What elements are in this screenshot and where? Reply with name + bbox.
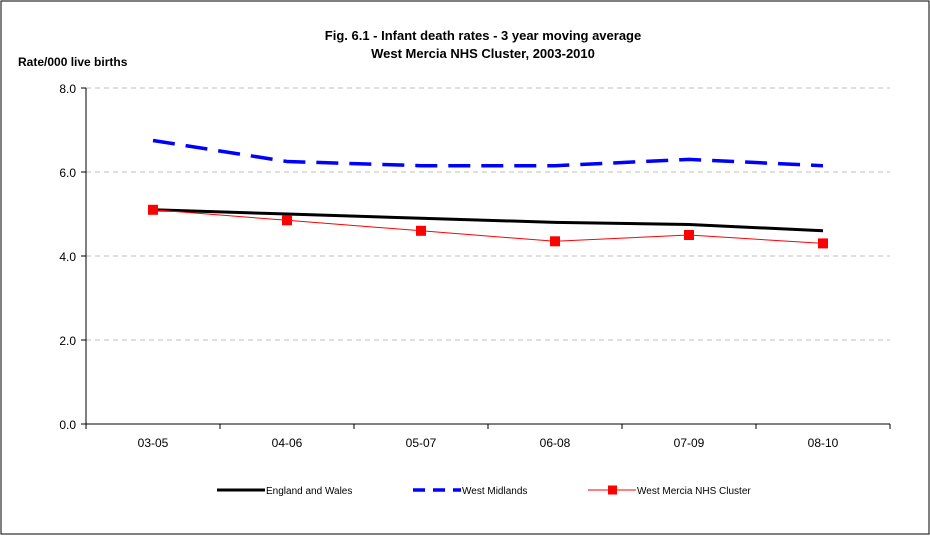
y-tick-label: 2.0 — [59, 334, 76, 348]
legend-label: West Mercia NHS Cluster — [637, 486, 751, 497]
y-tick-label: 4.0 — [59, 250, 76, 264]
data-point — [818, 238, 828, 249]
chart-subtitle: West Mercia NHS Cluster, 2003-2010 — [371, 46, 595, 61]
data-point — [684, 230, 694, 240]
x-tick-label: 04-06 — [272, 436, 303, 450]
legend-label: West Midlands — [462, 486, 527, 497]
legend-label: England and Wales — [266, 486, 352, 497]
legend-marker — [608, 485, 617, 495]
series-line — [152, 209, 824, 244]
legend-item: West Mercia NHS Cluster — [588, 485, 751, 497]
x-tick-label: 05-07 — [406, 436, 437, 450]
y-axis-label: Rate/000 live births — [18, 55, 128, 69]
series-line — [152, 138, 824, 168]
legend: England and Wales West Midlands West Merci… — [217, 485, 751, 497]
y-tick-label: 6.0 — [59, 166, 76, 180]
x-tick-label: 07-09 — [674, 436, 705, 450]
data-point — [148, 204, 158, 215]
x-tick-label: 08-10 — [808, 436, 839, 450]
data-point — [282, 215, 292, 226]
y-tick-label: 8.0 — [59, 82, 76, 96]
x-tick-label: 06-08 — [540, 436, 571, 450]
series-2 — [148, 204, 828, 249]
series — [148, 138, 828, 249]
chart-title: Fig. 6.1 - Infant death rates - 3 year m… — [325, 28, 641, 43]
data-point — [550, 236, 560, 247]
series-line — [152, 208, 824, 233]
legend-item: West Midlands — [413, 486, 527, 497]
legend-item: England and Wales — [217, 486, 352, 497]
data-point — [416, 225, 426, 236]
series-1 — [152, 138, 824, 168]
series-0 — [152, 208, 824, 233]
y-tick-label: 0.0 — [59, 418, 76, 432]
gridlines — [86, 87, 890, 341]
axes: 0.0 2.0 4.0 6.0 8.0 03-05 04-06 05-07 06-08 07-09… — [59, 82, 891, 450]
x-tick-label: 03-05 — [138, 436, 169, 450]
